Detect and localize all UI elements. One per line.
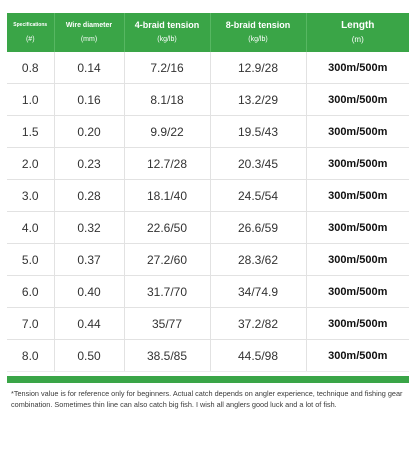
cell-length: 300m/500m [306,52,409,84]
cell-wire-diameter: 0.23 [54,147,125,180]
cell-length: 300m/500m [306,307,409,340]
tension-disclaimer-note: *Tension value is for reference only for… [11,389,403,409]
cell-4-braid-tension: 9.9/22 [124,115,211,148]
cell-4-braid-tension: 27.2/60 [124,243,211,276]
table-body: 0.8 0.14 7.2/16 12.9/28 300m/500m 1.0 0.… [7,52,409,372]
cell-length: 300m/500m [306,339,409,372]
table-row: 2.0 0.23 12.7/28 20.3/45 300m/500m [7,147,409,180]
spec-table-container: Specifications (#) Wire diameter (mm) 4-… [7,13,409,372]
cell-4-braid-tension: 35/77 [124,307,211,340]
cell-8-braid-tension: 26.6/59 [210,211,307,244]
cell-wire-diameter: 0.14 [54,52,125,84]
header-4-braid-tension: 4-braid tension (kg/lb) [124,13,211,52]
cell-length: 300m/500m [306,243,409,276]
cell-8-braid-tension: 28.3/62 [210,243,307,276]
cell-4-braid-tension: 12.7/28 [124,147,211,180]
cell-wire-diameter: 0.40 [54,275,125,308]
header-4-braid-unit: (kg/lb) [157,36,177,43]
cell-specification: 1.5 [7,115,55,148]
header-wire-diameter-label: Wire diameter [65,22,113,29]
table-row: 6.0 0.40 31.7/70 34/74.9 300m/500m [7,275,409,308]
header-4-braid-label: 4-braid tension [134,20,200,30]
cell-length: 300m/500m [306,147,409,180]
cell-wire-diameter: 0.32 [54,211,125,244]
table-row: 1.5 0.20 9.9/22 19.5/43 300m/500m [7,115,409,148]
cell-length: 300m/500m [306,275,409,308]
cell-8-braid-tension: 13.2/29 [210,83,307,116]
table-header: Specifications (#) Wire diameter (mm) 4-… [7,13,409,52]
table-row: 5.0 0.37 27.2/60 28.3/62 300m/500m [7,243,409,276]
cell-4-braid-tension: 8.1/18 [124,83,211,116]
cell-wire-diameter: 0.28 [54,179,125,212]
cell-8-braid-tension: 20.3/45 [210,147,307,180]
cell-specification: 8.0 [7,339,55,372]
cell-8-braid-tension: 12.9/28 [210,52,307,84]
cell-8-braid-tension: 44.5/98 [210,339,307,372]
cell-specification: 0.8 [7,52,55,84]
cell-4-braid-tension: 38.5/85 [124,339,211,372]
cell-4-braid-tension: 22.6/50 [124,211,211,244]
header-wire-diameter-unit: (mm) [80,36,98,43]
cell-wire-diameter: 0.20 [54,115,125,148]
header-specifications-label: Specifications [13,22,48,28]
header-8-braid-unit: (kg/lb) [248,36,268,43]
cell-wire-diameter: 0.16 [54,83,125,116]
table-row: 8.0 0.50 38.5/85 44.5/98 300m/500m [7,339,409,372]
table-footer-band [7,376,409,383]
header-length-label: Length [341,20,375,31]
cell-wire-diameter: 0.44 [54,307,125,340]
cell-length: 300m/500m [306,179,409,212]
table-row: 0.8 0.14 7.2/16 12.9/28 300m/500m [7,52,409,84]
cell-4-braid-tension: 31.7/70 [124,275,211,308]
cell-length: 300m/500m [306,115,409,148]
header-specifications-unit: (#) [25,36,35,43]
cell-specification: 4.0 [7,211,55,244]
cell-wire-diameter: 0.37 [54,243,125,276]
table-row: 7.0 0.44 35/77 37.2/82 300m/500m [7,307,409,340]
header-row: Specifications (#) Wire diameter (mm) 4-… [7,13,409,52]
table-row: 1.0 0.16 8.1/18 13.2/29 300m/500m [7,83,409,116]
cell-specification: 6.0 [7,275,55,308]
header-8-braid-tension: 8-braid tension (kg/lb) [210,13,307,52]
cell-length: 300m/500m [306,83,409,116]
cell-8-braid-tension: 24.5/54 [210,179,307,212]
table-row: 4.0 0.32 22.6/50 26.6/59 300m/500m [7,211,409,244]
cell-specification: 7.0 [7,307,55,340]
spec-table: Specifications (#) Wire diameter (mm) 4-… [7,13,409,372]
cell-8-braid-tension: 19.5/43 [210,115,307,148]
cell-4-braid-tension: 7.2/16 [124,52,211,84]
cell-specification: 5.0 [7,243,55,276]
cell-8-braid-tension: 37.2/82 [210,307,307,340]
table-row: 3.0 0.28 18.1/40 24.5/54 300m/500m [7,179,409,212]
cell-length: 300m/500m [306,211,409,244]
cell-4-braid-tension: 18.1/40 [124,179,211,212]
cell-specification: 1.0 [7,83,55,116]
cell-specification: 3.0 [7,179,55,212]
header-length-unit: (m) [351,35,364,44]
cell-wire-diameter: 0.50 [54,339,125,372]
header-length: Length (m) [306,13,409,52]
cell-specification: 2.0 [7,147,55,180]
cell-8-braid-tension: 34/74.9 [210,275,307,308]
header-8-braid-label: 8-braid tension [225,20,291,30]
header-wire-diameter: Wire diameter (mm) [54,13,125,52]
header-specifications: Specifications (#) [7,13,55,52]
